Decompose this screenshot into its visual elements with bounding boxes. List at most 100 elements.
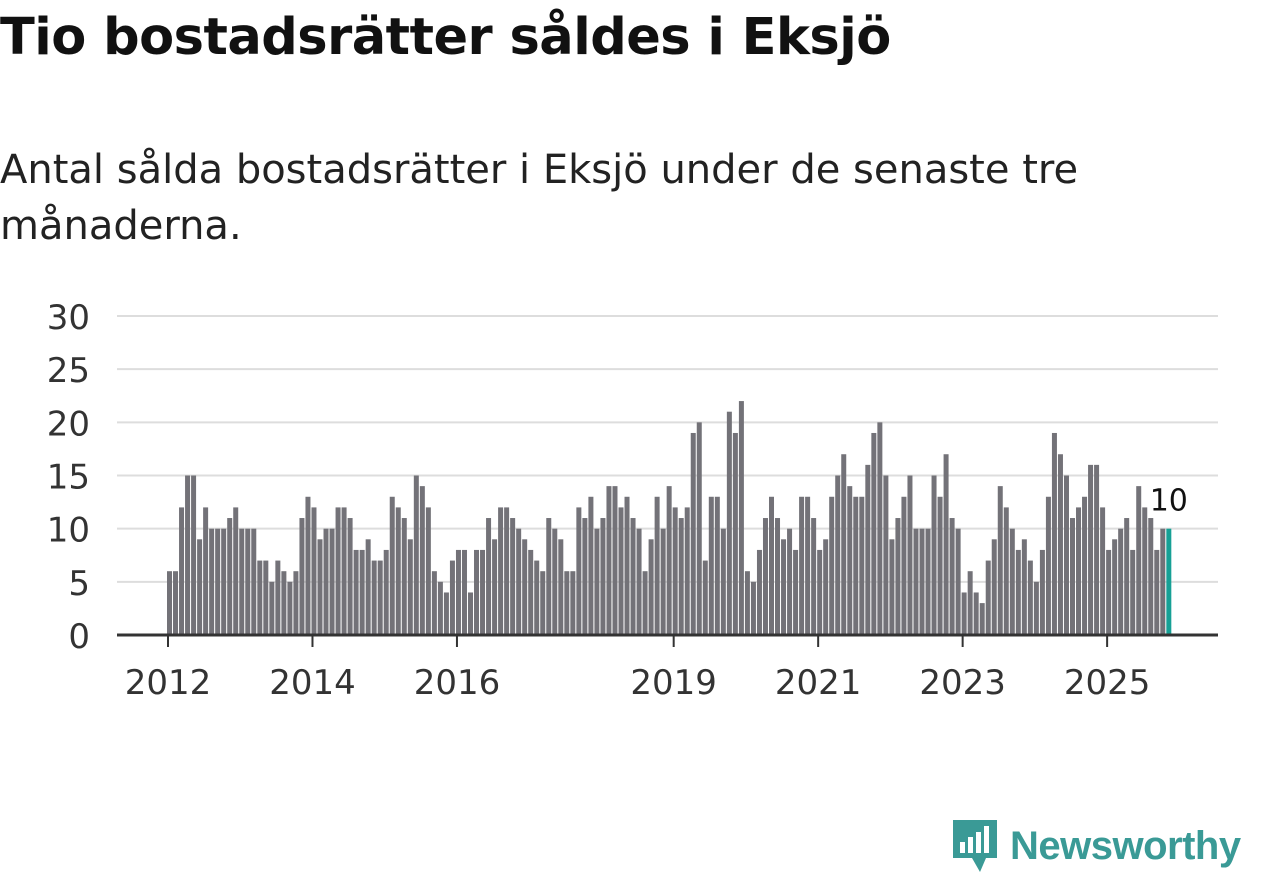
bar-38 [395, 507, 401, 635]
y-tick-label-30: 30 [47, 298, 90, 338]
bar-17 [269, 581, 275, 635]
bar-79 [642, 571, 648, 635]
bar-152 [1082, 496, 1088, 635]
bar-6 [203, 507, 209, 635]
y-tick-label-5: 5 [68, 564, 90, 604]
bar-latest [1166, 528, 1172, 635]
bar-117 [871, 432, 877, 635]
y-tick-label-15: 15 [47, 458, 90, 498]
bar-90 [708, 496, 714, 635]
bar-53 [486, 518, 492, 635]
bar-57 [510, 518, 516, 635]
bar-1 [173, 571, 179, 635]
bar-139 [1003, 507, 1009, 635]
bar-70 [588, 496, 594, 635]
bar-141 [1015, 549, 1021, 635]
bar-44 [431, 571, 437, 635]
bar-51 [474, 549, 480, 635]
bar-134 [973, 592, 979, 635]
bar-82 [660, 528, 666, 635]
bar-35 [377, 560, 383, 635]
bar-66 [564, 571, 570, 635]
bar-92 [720, 528, 726, 635]
data-label-latest: 10 [1150, 484, 1188, 519]
bar-39 [401, 518, 407, 635]
bar-75 [618, 507, 624, 635]
bar-115 [859, 496, 865, 635]
bar-77 [630, 518, 636, 635]
bar-113 [847, 486, 853, 635]
bar-102 [781, 539, 787, 635]
bar-43 [425, 507, 431, 635]
bar-58 [516, 528, 522, 635]
bar-124 [913, 528, 919, 635]
bar-114 [853, 496, 859, 635]
bar-81 [654, 496, 660, 635]
bar-128 [937, 496, 943, 635]
bar-125 [919, 528, 925, 635]
bar-65 [558, 539, 564, 635]
bar-72 [600, 518, 606, 635]
bar-127 [931, 475, 937, 635]
bar-129 [943, 454, 949, 635]
x-tick-label-2016: 2016 [414, 663, 501, 703]
bar-116 [865, 464, 871, 635]
bar-94 [732, 432, 738, 635]
bar-61 [534, 560, 540, 635]
bar-111 [835, 475, 841, 635]
bar-59 [522, 539, 528, 635]
bar-93 [726, 411, 732, 635]
bar-20 [287, 581, 293, 635]
bar-104 [793, 549, 799, 635]
y-axis: 0 5 10 15 20 25 30 [47, 298, 90, 657]
bar-157 [1112, 539, 1118, 635]
bar-97 [750, 581, 756, 635]
bar-29 [341, 507, 347, 635]
x-tick-label-2014: 2014 [269, 663, 356, 703]
bar-52 [480, 549, 486, 635]
bar-88 [696, 422, 702, 635]
bar-131 [955, 528, 961, 635]
bar-60 [528, 549, 534, 635]
bar-46 [443, 592, 449, 635]
brand-name: Newsworthy [1010, 823, 1241, 868]
bar-130 [949, 518, 955, 635]
bar-119 [883, 475, 889, 635]
bar-159 [1124, 518, 1130, 635]
y-tick-label-25: 25 [47, 351, 90, 391]
bar-140 [1009, 528, 1015, 635]
bar-154 [1094, 464, 1100, 635]
bar-15 [257, 560, 263, 635]
bar-40 [407, 539, 413, 635]
bar-13 [245, 528, 251, 635]
bar-161 [1136, 486, 1142, 635]
bar-123 [907, 475, 913, 635]
y-tick-label-20: 20 [47, 404, 90, 444]
chart-subtitle: Antal sålda bostadsrätter i Eksjö under … [0, 147, 1079, 249]
bar-67 [570, 571, 576, 635]
bar-83 [666, 486, 672, 635]
bar-155 [1100, 507, 1106, 635]
x-axis: 2012 2014 2016 2019 2021 2023 2025 [125, 635, 1150, 703]
bar-48 [455, 549, 461, 635]
bar-120 [889, 539, 895, 635]
bar-74 [612, 486, 618, 635]
bar-144 [1033, 581, 1039, 635]
bar-80 [648, 539, 654, 635]
bar-4 [191, 475, 197, 635]
bar-32 [359, 549, 365, 635]
bar-147 [1051, 432, 1057, 635]
bar-110 [829, 496, 835, 635]
bar-49 [461, 549, 467, 635]
bar-7 [209, 528, 215, 635]
bar-16 [263, 560, 269, 635]
bar-106 [805, 496, 811, 635]
bar-108 [817, 549, 823, 635]
bar-63 [546, 518, 552, 635]
bar-28 [335, 507, 341, 635]
bar-87 [690, 432, 696, 635]
bar-143 [1027, 560, 1033, 635]
bar-160 [1130, 549, 1136, 635]
bar-78 [636, 528, 642, 635]
